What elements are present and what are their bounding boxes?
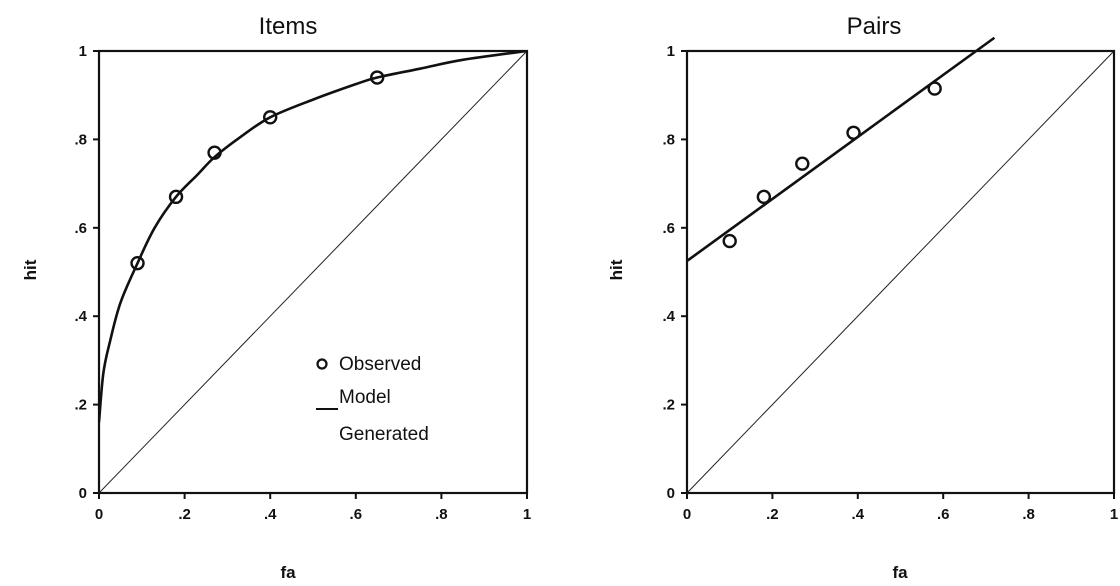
items-y-tick-label: .8: [74, 131, 87, 148]
items-model-curve: [99, 51, 527, 423]
pairs-y-axis-label: hit: [607, 259, 626, 280]
items-x-tick-label: .2: [178, 506, 191, 523]
items-observed-point: [130, 255, 145, 271]
legend-observed-marker: [316, 358, 328, 370]
items-legend: Observed Model Generated: [316, 354, 429, 445]
items-y-tick-label: 1: [79, 43, 87, 60]
items-y-axis-label: hit: [21, 259, 40, 280]
pairs-title: Pairs: [847, 13, 902, 40]
pairs-observed-point: [722, 233, 737, 249]
items-y-tick-label: .4: [74, 308, 87, 325]
pairs-x-tick-label: .8: [1022, 506, 1035, 523]
items-observed-point: [370, 70, 385, 85]
pairs-x-tick-label: 1: [1110, 506, 1118, 523]
legend-observed-label: Observed: [339, 354, 421, 375]
items-observed-point: [263, 110, 278, 125]
legend-model-label: Model: [339, 387, 391, 408]
pairs-y-tick-label: 1: [667, 43, 675, 60]
items-x-tick-label: .4: [264, 506, 277, 523]
items-y-tick-label: .2: [74, 397, 87, 414]
legend-generated-label: Generated: [339, 424, 429, 445]
items-plot-frame: [97, 49, 529, 495]
pairs-observed-point: [795, 156, 810, 171]
pairs-y-tick-label: .8: [662, 131, 675, 148]
items-observed-point: [207, 145, 222, 160]
pairs-x-tick-label: .6: [937, 506, 950, 523]
items-y-tick-label: 0: [79, 485, 87, 502]
pairs-x-tick-label: 0: [683, 506, 691, 523]
pairs-y-tick-label: .2: [662, 397, 675, 414]
pairs-y-tick-label: 0: [667, 485, 675, 502]
pairs-y-tick-label: .6: [662, 220, 675, 237]
items-x-tick-label: 0: [95, 506, 103, 523]
items-observed-point: [168, 189, 184, 205]
pairs-panel: Pairs hit fa 0 .2 .4 .6 .8 1 0 .2 .4 .6 .8 1: [607, 13, 1118, 582]
items-y-tick-label: .6: [74, 220, 87, 237]
pairs-x-axis-label: fa: [892, 563, 908, 582]
items-chance-diagonal: [98, 50, 528, 494]
items-x-tick-label: .6: [350, 506, 363, 523]
pairs-plot-frame: [685, 49, 1116, 495]
pairs-x-tick-label: .4: [852, 506, 865, 523]
items-x-tick-label: 1: [523, 506, 531, 523]
pairs-x-tick-label: .2: [766, 506, 779, 523]
items-panel: Items hit fa Observed Model Generated 0.…: [21, 13, 531, 582]
pairs-observed-point: [756, 189, 772, 205]
items-title: Items: [259, 13, 318, 40]
pairs-model-line: [686, 36, 996, 263]
items-x-axis-label: fa: [280, 563, 296, 582]
pairs-chance-diagonal: [686, 50, 1115, 494]
pairs-y-tick-label: .4: [662, 308, 675, 325]
items-x-tick-label: .8: [435, 506, 448, 523]
